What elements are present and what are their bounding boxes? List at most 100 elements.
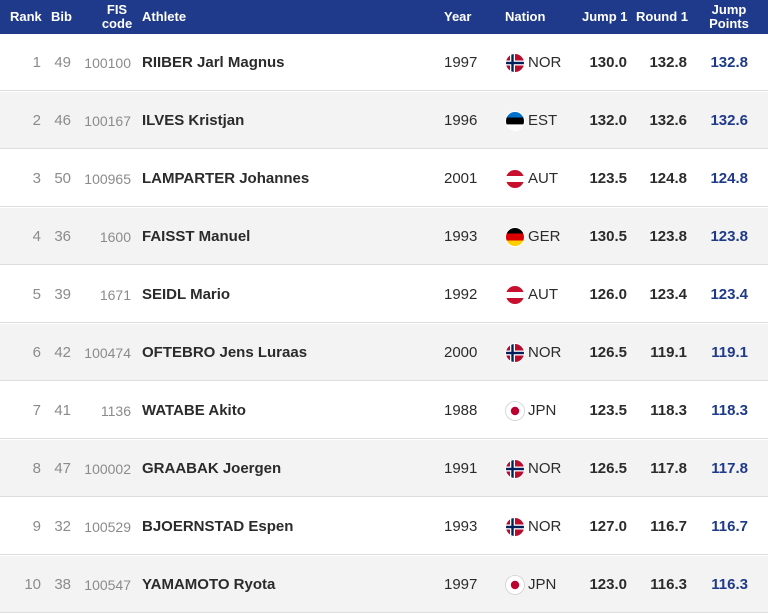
fis-code-cell: 1671 bbox=[99, 286, 131, 303]
bib-cell: 32 bbox=[54, 518, 71, 535]
rank-cell: 4 bbox=[32, 228, 41, 245]
table-row[interactable]: 9 32 100529 BJOERNSTAD Espen 1993 NOR 127.0 116… bbox=[0, 498, 768, 555]
bib-cell: 39 bbox=[54, 286, 71, 303]
bib-cell: 36 bbox=[54, 228, 71, 245]
header-bib[interactable]: Bib bbox=[51, 9, 72, 24]
athlete-name[interactable]: FAISST Manuel bbox=[142, 228, 251, 245]
birth-year-cell: 1997 bbox=[444, 54, 478, 71]
table-row[interactable]: 6 42 100474 OFTEBRO Jens Luraas 2000 NOR 126.5… bbox=[0, 324, 768, 381]
fis-code-cell: 100474 bbox=[84, 344, 131, 361]
round1-cell: 118.3 bbox=[650, 402, 687, 419]
athlete-name[interactable]: ILVES Kristjan bbox=[142, 112, 245, 129]
round1-cell: 123.8 bbox=[649, 228, 687, 245]
table-row[interactable]: 1 49 100100 RIIBER Jarl Magnus 1997 NOR 130.0 1… bbox=[0, 34, 768, 91]
rank-cell: 10 bbox=[24, 576, 41, 593]
table-row[interactable]: 4 36 1600 FAISST Manuel 1993 GER 130.5 123.8 123… bbox=[0, 208, 768, 265]
rank-cell: 8 bbox=[32, 460, 41, 477]
table-row[interactable]: 8 47 100002 GRAABAK Joergen 1991 NOR 126.5 117.… bbox=[0, 440, 768, 497]
athlete-name[interactable]: BJOERNSTAD Espen bbox=[142, 518, 294, 535]
fis-code-cell: 100965 bbox=[84, 170, 131, 187]
header-jump1[interactable]: Jump 1 bbox=[582, 9, 628, 24]
athlete-name[interactable]: RIIBER Jarl Magnus bbox=[142, 54, 285, 71]
nation-code: NOR bbox=[528, 344, 562, 361]
header-athlete[interactable]: Athlete bbox=[142, 9, 187, 24]
header-jump-points-line2: Points bbox=[709, 16, 749, 31]
jump-points-cell: 132.6 bbox=[710, 112, 748, 129]
estonia-flag-icon bbox=[505, 92, 525, 149]
birth-year-cell: 1988 bbox=[444, 402, 478, 419]
athlete-name[interactable]: OFTEBRO Jens Luraas bbox=[142, 344, 308, 361]
header-round1[interactable]: Round 1 bbox=[636, 9, 688, 24]
nation-code: AUT bbox=[528, 286, 558, 303]
table-row[interactable]: 7 41 1136 WATABE Akito 1988 JPN 123.5 118.3 118.… bbox=[0, 382, 768, 439]
round1-cell: 123.4 bbox=[649, 286, 687, 303]
table-header: Rank Bib FIS code Athlete Year Nation Ju… bbox=[0, 0, 768, 34]
jump-points-cell: 124.8 bbox=[710, 170, 748, 187]
birth-year-cell: 1993 bbox=[444, 228, 478, 245]
rank-cell: 6 bbox=[32, 344, 41, 361]
jump1-cell: 126.5 bbox=[589, 344, 627, 361]
header-fis-code[interactable]: FIS code bbox=[101, 0, 133, 34]
germany-flag-icon bbox=[505, 208, 525, 265]
round1-cell: 124.8 bbox=[649, 170, 687, 187]
table-row[interactable]: 2 46 100167 ILVES Kristjan 1996 EST 132.0 132.6… bbox=[0, 92, 768, 149]
jump-points-cell: 119.1 bbox=[711, 344, 748, 361]
round1-cell: 119.1 bbox=[650, 344, 687, 361]
rank-cell: 7 bbox=[32, 402, 41, 419]
nation-code: NOR bbox=[528, 518, 562, 535]
table-row[interactable]: 5 39 1671 SEIDL Mario 1992 AUT 126.0 123.4 123.4 bbox=[0, 266, 768, 323]
fis-code-cell: 100529 bbox=[84, 518, 131, 535]
birth-year-cell: 1992 bbox=[444, 286, 478, 303]
birth-year-cell: 1993 bbox=[444, 518, 478, 535]
athlete-name[interactable]: SEIDL Mario bbox=[142, 286, 231, 303]
header-year[interactable]: Year bbox=[444, 9, 472, 24]
nation-code: EST bbox=[528, 112, 558, 129]
japan-flag-icon bbox=[505, 556, 525, 613]
jump-points-cell: 118.3 bbox=[711, 402, 748, 419]
table-row[interactable]: 10 38 100547 YAMAMOTO Ryota 1997 JPN 123.0 116.… bbox=[0, 556, 768, 613]
bib-cell: 49 bbox=[54, 54, 71, 71]
nation-code: JPN bbox=[528, 576, 557, 593]
rank-cell: 5 bbox=[32, 286, 41, 303]
athlete-name[interactable]: WATABE Akito bbox=[142, 402, 246, 419]
round1-cell: 132.8 bbox=[649, 54, 687, 71]
jump1-cell: 130.5 bbox=[589, 228, 627, 245]
jump1-cell: 126.5 bbox=[589, 460, 627, 477]
table-row[interactable]: 3 50 100965 LAMPARTER Johannes 2001 AUT 123.5 1… bbox=[0, 150, 768, 207]
athlete-name[interactable]: YAMAMOTO Ryota bbox=[142, 576, 276, 593]
fis-code-cell: 1136 bbox=[100, 402, 131, 419]
bib-cell: 38 bbox=[54, 576, 71, 593]
fis-code-cell: 100002 bbox=[84, 460, 131, 477]
birth-year-cell: 2000 bbox=[444, 344, 478, 361]
fis-code-cell: 100547 bbox=[84, 576, 131, 593]
nation-code: NOR bbox=[528, 460, 562, 477]
athlete-name[interactable]: GRAABAK Joergen bbox=[142, 460, 282, 477]
japan-flag-icon bbox=[505, 382, 525, 439]
header-nation[interactable]: Nation bbox=[505, 9, 546, 24]
bib-cell: 42 bbox=[54, 344, 71, 361]
nation-code: GER bbox=[528, 228, 561, 245]
athlete-name[interactable]: LAMPARTER Johannes bbox=[142, 170, 310, 187]
birth-year-cell: 1991 bbox=[444, 460, 478, 477]
header-jump-points[interactable]: Jump Points bbox=[704, 0, 754, 34]
bib-cell: 50 bbox=[54, 170, 71, 187]
header-rank[interactable]: Rank bbox=[10, 9, 42, 24]
fis-code-cell: 100100 bbox=[84, 54, 131, 71]
jump-points-cell: 116.3 bbox=[711, 576, 748, 593]
birth-year-cell: 1996 bbox=[444, 112, 478, 129]
birth-year-cell: 2001 bbox=[444, 170, 478, 187]
jump1-cell: 123.5 bbox=[589, 170, 627, 187]
rank-cell: 2 bbox=[32, 112, 41, 129]
austria-flag-icon bbox=[505, 150, 525, 207]
rank-cell: 9 bbox=[32, 518, 41, 535]
austria-flag-icon bbox=[505, 266, 525, 323]
rank-cell: 1 bbox=[32, 54, 41, 71]
fis-code-cell: 1600 bbox=[99, 228, 131, 245]
jump-points-cell: 116.7 bbox=[711, 518, 748, 535]
jump1-cell: 127.0 bbox=[589, 518, 627, 535]
bib-cell: 41 bbox=[54, 402, 71, 419]
round1-cell: 132.6 bbox=[649, 112, 687, 129]
round1-cell: 117.8 bbox=[650, 460, 687, 477]
jump-points-cell: 117.8 bbox=[711, 460, 748, 477]
